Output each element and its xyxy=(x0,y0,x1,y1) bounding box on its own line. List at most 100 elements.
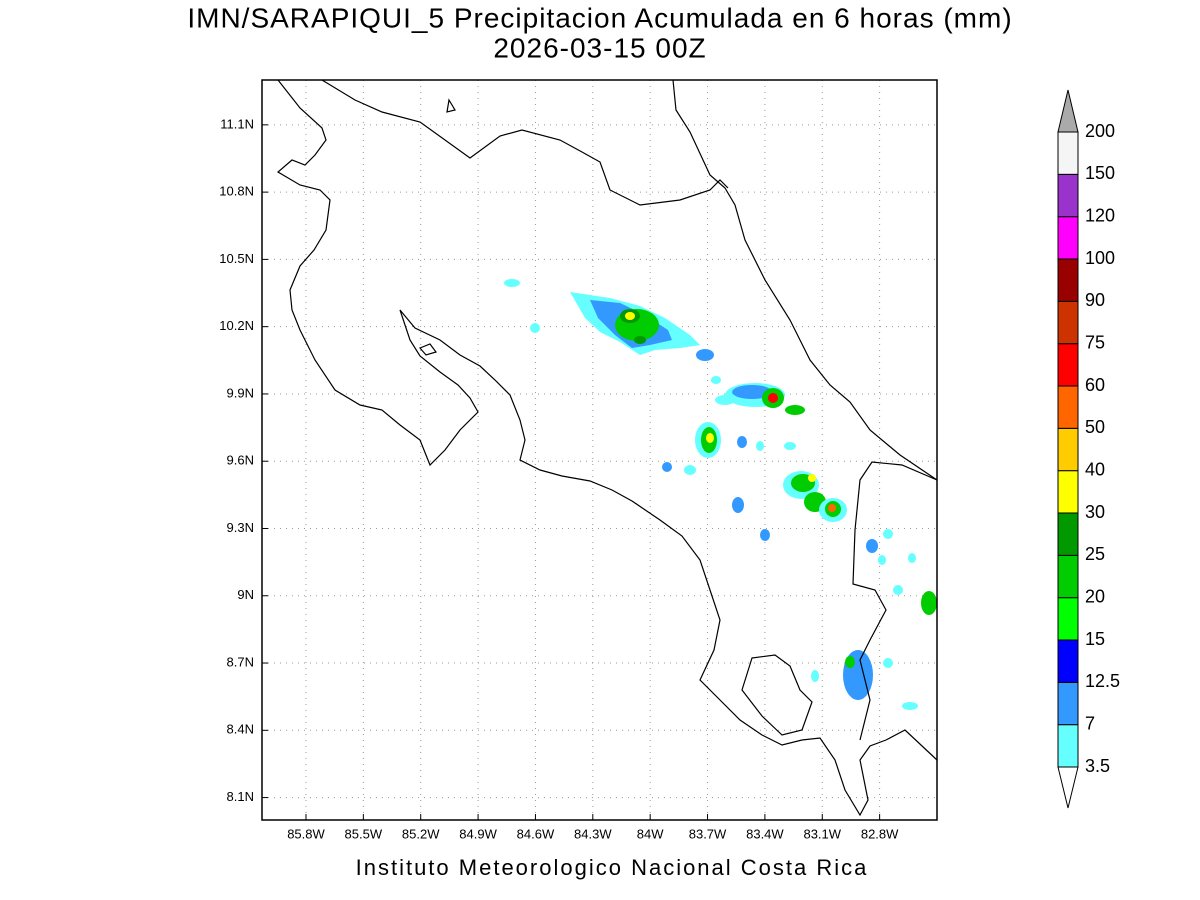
precip-area xyxy=(634,336,646,344)
colorbar-label: 15 xyxy=(1085,629,1105,649)
precip-area xyxy=(828,504,836,512)
precip-area xyxy=(921,591,937,615)
colorbar-label: 150 xyxy=(1085,163,1115,183)
colorbar-label: 200 xyxy=(1085,121,1115,141)
colorbar-label: 120 xyxy=(1085,205,1115,225)
colorbar: 3.5 7 12.5 15 20 25 30 40 50 60 75 90 100 120 150 200 xyxy=(1057,89,1120,809)
y-tick-label: 9.9N xyxy=(227,385,254,400)
precip-area xyxy=(784,442,796,450)
colorbar-box xyxy=(1057,131,1079,175)
x-tick-label: 84.3W xyxy=(574,826,612,841)
colorbar-box xyxy=(1057,724,1079,768)
panama-border xyxy=(852,461,938,741)
precip-area xyxy=(902,702,918,710)
x-tick-label: 85.8W xyxy=(287,826,325,841)
precip-area xyxy=(756,441,764,451)
colorbar-box xyxy=(1057,470,1079,514)
colorbar-label: 75 xyxy=(1085,332,1105,352)
colorbar-box xyxy=(1057,681,1079,726)
precip-area xyxy=(878,555,886,565)
precip-area xyxy=(760,529,770,541)
coastlines xyxy=(276,79,938,817)
precip-area xyxy=(785,405,805,415)
precip-area xyxy=(893,585,903,595)
y-tick-label: 10.2N xyxy=(219,318,254,333)
y-tick-label: 11.1N xyxy=(220,116,254,131)
precip-area xyxy=(706,433,714,443)
colorbar-box xyxy=(1057,300,1079,345)
precip-area xyxy=(684,465,696,475)
island xyxy=(446,98,456,113)
x-tick-label: 82.8W xyxy=(861,826,899,841)
precip-area xyxy=(732,497,744,513)
colorbar-label: 90 xyxy=(1085,290,1105,310)
osa-peninsula xyxy=(741,654,813,736)
colorbar-extend-low xyxy=(1057,766,1079,809)
y-tick-label: 8.1N xyxy=(227,789,254,804)
colorbar-label: 25 xyxy=(1085,544,1105,564)
map-frame xyxy=(261,79,938,821)
caribbean-coast xyxy=(672,79,938,481)
pacific-coast xyxy=(276,79,938,817)
x-tick-label: 84.6W xyxy=(517,826,555,841)
colorbar-extend-high xyxy=(1057,89,1079,133)
colorbar-box xyxy=(1057,173,1079,218)
colorbar-box xyxy=(1057,385,1079,429)
colorbar-label: 50 xyxy=(1085,417,1105,437)
precipitation xyxy=(504,279,937,710)
colorbar-label: 100 xyxy=(1085,248,1115,268)
x-tick-label: 85.2W xyxy=(402,826,440,841)
precip-area xyxy=(504,279,520,287)
colorbar-box xyxy=(1057,427,1079,472)
y-tick-label: 9N xyxy=(237,587,254,602)
colorbar-box xyxy=(1057,216,1079,260)
colorbar-label: 20 xyxy=(1085,586,1105,606)
colorbar-box xyxy=(1057,258,1079,302)
precip-area xyxy=(811,670,819,682)
precip-area xyxy=(908,553,916,563)
precip-area xyxy=(866,539,878,553)
x-tick-label: 83.4W xyxy=(746,826,784,841)
precip-area xyxy=(625,312,635,320)
grid xyxy=(262,80,937,820)
island xyxy=(418,343,437,356)
precip-area xyxy=(845,656,855,668)
northern-border xyxy=(321,79,729,206)
y-tick-label: 8.7N xyxy=(227,654,254,669)
axes: 85.8W 85.5W 85.2W 84.9W 84.6W 84.3W 84W 83.7W 83… xyxy=(219,116,899,841)
footer: Instituto Meteorologico Nacional Costa R… xyxy=(356,855,869,880)
x-tick-label: 84W xyxy=(637,826,664,841)
precip-area xyxy=(808,474,816,482)
colorbar-label: 3.5 xyxy=(1085,756,1110,776)
precip-area xyxy=(696,349,714,361)
precip-area xyxy=(737,436,747,448)
y-tick-label: 9.6N xyxy=(227,453,254,468)
precip-area xyxy=(530,323,540,333)
x-tick-label: 83.1W xyxy=(803,826,841,841)
colorbar-box xyxy=(1057,512,1079,556)
precip-area xyxy=(711,376,721,384)
colorbar-label: 12.5 xyxy=(1085,671,1120,691)
y-tick-label: 8.4N xyxy=(227,722,254,737)
x-tick-label: 84.9W xyxy=(459,826,497,841)
y-tick-label: 10.5N xyxy=(219,251,254,266)
y-tick-label: 9.3N xyxy=(227,520,254,535)
precip-area xyxy=(883,529,893,539)
colorbar-box xyxy=(1057,639,1079,683)
title: IMN/SARAPIQUI_5 Precipitacion Acumulada … xyxy=(187,2,1012,33)
x-tick-label: 83.7W xyxy=(689,826,727,841)
colorbar-box xyxy=(1057,554,1079,599)
precip-area xyxy=(768,393,778,403)
colorbar-label: 60 xyxy=(1085,375,1105,395)
precip-area xyxy=(715,395,735,405)
y-tick-label: 10.8N xyxy=(219,184,254,199)
x-tick-label: 85.5W xyxy=(345,826,383,841)
colorbar-box xyxy=(1057,597,1079,641)
colorbar-label: 7 xyxy=(1085,713,1095,733)
precip-area xyxy=(662,462,672,472)
colorbar-label: 30 xyxy=(1085,502,1105,522)
subtitle: 2026-03-15 00Z xyxy=(493,32,706,63)
colorbar-box xyxy=(1057,343,1079,387)
